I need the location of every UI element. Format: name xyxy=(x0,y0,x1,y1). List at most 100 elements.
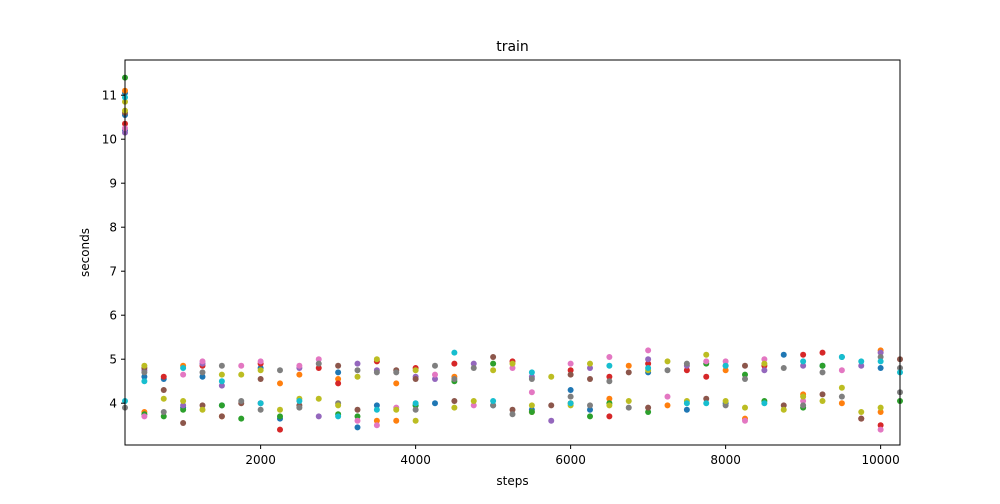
data-point xyxy=(180,371,187,378)
data-point xyxy=(567,400,574,407)
data-point xyxy=(412,367,419,374)
data-point xyxy=(218,371,225,378)
data-point xyxy=(625,362,632,369)
data-point xyxy=(838,400,845,407)
data-point xyxy=(587,406,593,413)
y-tick-label: 7 xyxy=(109,265,117,279)
data-point xyxy=(218,378,225,385)
data-point xyxy=(761,356,768,363)
data-points xyxy=(122,74,903,433)
data-point xyxy=(373,417,380,424)
data-point xyxy=(180,406,187,413)
data-point xyxy=(218,402,225,409)
data-point xyxy=(490,402,497,409)
plot-frame xyxy=(124,59,901,446)
data-point xyxy=(683,406,690,413)
data-point xyxy=(277,413,283,420)
data-point xyxy=(761,400,768,407)
data-point xyxy=(703,373,710,380)
data-point xyxy=(548,417,555,424)
y-axis-label: seconds xyxy=(78,228,92,277)
data-point xyxy=(238,415,245,422)
x-axis-label: steps xyxy=(496,474,528,488)
data-point xyxy=(238,362,245,369)
data-point xyxy=(141,369,148,376)
data-point xyxy=(354,360,361,367)
point-group xyxy=(122,109,903,426)
data-point xyxy=(742,371,748,378)
data-point xyxy=(315,365,322,371)
data-point xyxy=(373,406,380,413)
data-point xyxy=(257,358,264,365)
data-point xyxy=(296,362,303,369)
data-point xyxy=(354,406,361,413)
data-point xyxy=(703,395,710,402)
data-point xyxy=(664,402,671,409)
data-point xyxy=(354,413,361,420)
data-point xyxy=(218,413,225,420)
data-point xyxy=(393,406,400,413)
data-point xyxy=(315,413,322,420)
data-point xyxy=(683,360,690,367)
data-point xyxy=(141,378,148,385)
data-point xyxy=(567,367,574,374)
data-point xyxy=(587,402,593,409)
data-point xyxy=(587,376,593,382)
data-point xyxy=(722,367,729,374)
data-point xyxy=(858,362,865,369)
data-point xyxy=(645,356,652,363)
data-point xyxy=(587,360,593,367)
data-point xyxy=(451,349,458,356)
data-point xyxy=(315,356,322,363)
data-point xyxy=(315,360,322,367)
data-point xyxy=(645,360,652,367)
data-point xyxy=(877,404,884,411)
data-point xyxy=(470,365,477,371)
x-tick-label: 6000 xyxy=(555,453,586,467)
data-point xyxy=(432,376,438,382)
data-point xyxy=(335,362,342,369)
data-point xyxy=(335,380,342,387)
data-point xyxy=(296,371,303,378)
data-point xyxy=(838,393,845,400)
data-point xyxy=(800,362,807,369)
data-point xyxy=(567,393,574,400)
data-point xyxy=(490,354,497,360)
data-point xyxy=(645,404,652,411)
data-point xyxy=(315,395,322,402)
data-point xyxy=(257,400,264,407)
data-point xyxy=(877,354,884,360)
data-point xyxy=(393,369,400,376)
data-point xyxy=(373,422,380,429)
data-point xyxy=(742,362,748,369)
data-point xyxy=(800,358,807,365)
data-point xyxy=(199,406,206,413)
data-point xyxy=(490,367,497,374)
point-group xyxy=(122,354,903,418)
data-point xyxy=(819,391,826,398)
data-point xyxy=(722,362,729,369)
data-point xyxy=(373,369,380,376)
data-point xyxy=(625,404,632,411)
data-point xyxy=(490,398,497,404)
data-point xyxy=(606,378,613,385)
x-tick-label: 8000 xyxy=(710,453,741,467)
x-tick-label: 2000 xyxy=(245,453,276,467)
data-point xyxy=(141,362,148,369)
data-point xyxy=(548,402,555,409)
data-point xyxy=(877,422,884,429)
data-point xyxy=(722,398,729,404)
data-point xyxy=(664,393,671,400)
data-point xyxy=(141,413,148,420)
data-point xyxy=(606,354,613,360)
data-point xyxy=(335,369,342,376)
data-point xyxy=(567,387,574,393)
data-point xyxy=(819,362,826,369)
data-point xyxy=(877,349,884,356)
data-point xyxy=(354,417,361,424)
data-point xyxy=(528,376,535,382)
data-point xyxy=(180,398,187,404)
data-point xyxy=(742,376,748,382)
